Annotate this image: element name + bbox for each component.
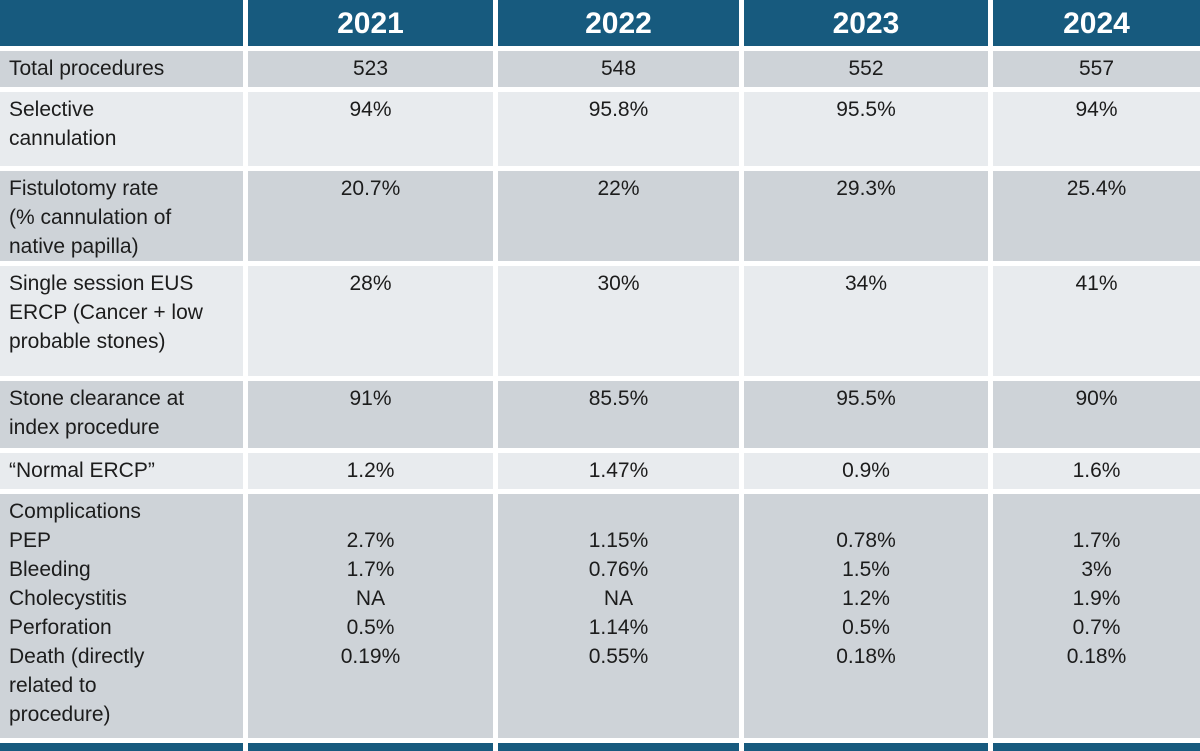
row-complications-2022: 1.15% 0.76% NA 1.14% 0.55% <box>498 494 739 738</box>
row-stone-clearance-label: Stone clearance at index procedure <box>0 381 243 448</box>
row-single-session-eus-ercp-label: Single session EUS ERCP (Cancer + low pr… <box>0 266 243 376</box>
row-normal-ercp-label: “Normal ERCP” <box>0 453 243 489</box>
footer-bar-segment <box>744 743 988 751</box>
row-total-procedures-2023: 552 <box>744 51 988 87</box>
row-fistulotomy-rate-label: Fistulotomy rate (% cannulation of nativ… <box>0 171 243 261</box>
row-stone-clearance-2022: 85.5% <box>498 381 739 448</box>
row-complications-2021: 2.7% 1.7% NA 0.5% 0.19% <box>248 494 493 738</box>
row-fistulotomy-rate-2024: 25.4% <box>993 171 1200 261</box>
row-complications-label: Complications PEP Bleeding Cholecystitis… <box>0 494 243 738</box>
footer-bar-segment <box>0 743 243 751</box>
header-year-2023: 2023 <box>744 0 988 46</box>
row-single-session-eus-ercp-2021: 28% <box>248 266 493 376</box>
row-selective-cannulation-2024: 94% <box>993 92 1200 166</box>
row-normal-ercp-2022: 1.47% <box>498 453 739 489</box>
footer-bar-segment <box>498 743 739 751</box>
row-selective-cannulation-2022: 95.8% <box>498 92 739 166</box>
row-total-procedures-label: Total procedures <box>0 51 243 87</box>
row-single-session-eus-ercp-2023: 34% <box>744 266 988 376</box>
row-normal-ercp-2023: 0.9% <box>744 453 988 489</box>
row-total-procedures-2022: 548 <box>498 51 739 87</box>
row-selective-cannulation-2021: 94% <box>248 92 493 166</box>
footer-bar-segment <box>248 743 493 751</box>
row-complications-2024: 1.7% 3% 1.9% 0.7% 0.18% <box>993 494 1200 738</box>
row-selective-cannulation-label: Selective cannulation <box>0 92 243 166</box>
row-fistulotomy-rate-2023: 29.3% <box>744 171 988 261</box>
row-normal-ercp-2021: 1.2% <box>248 453 493 489</box>
row-single-session-eus-ercp-2024: 41% <box>993 266 1200 376</box>
row-stone-clearance-2024: 90% <box>993 381 1200 448</box>
row-stone-clearance-2021: 91% <box>248 381 493 448</box>
row-total-procedures-2021: 523 <box>248 51 493 87</box>
row-total-procedures-2024: 557 <box>993 51 1200 87</box>
footer-bar-segment <box>993 743 1200 751</box>
header-year-2021: 2021 <box>248 0 493 46</box>
row-complications-2023: 0.78% 1.5% 1.2% 0.5% 0.18% <box>744 494 988 738</box>
row-selective-cannulation-2023: 95.5% <box>744 92 988 166</box>
row-single-session-eus-ercp-2022: 30% <box>498 266 739 376</box>
header-year-2022: 2022 <box>498 0 739 46</box>
row-stone-clearance-2023: 95.5% <box>744 381 988 448</box>
header-year-2024: 2024 <box>993 0 1200 46</box>
row-fistulotomy-rate-2022: 22% <box>498 171 739 261</box>
row-fistulotomy-rate-2021: 20.7% <box>248 171 493 261</box>
row-normal-ercp-2024: 1.6% <box>993 453 1200 489</box>
header-corner-cell <box>0 0 243 46</box>
